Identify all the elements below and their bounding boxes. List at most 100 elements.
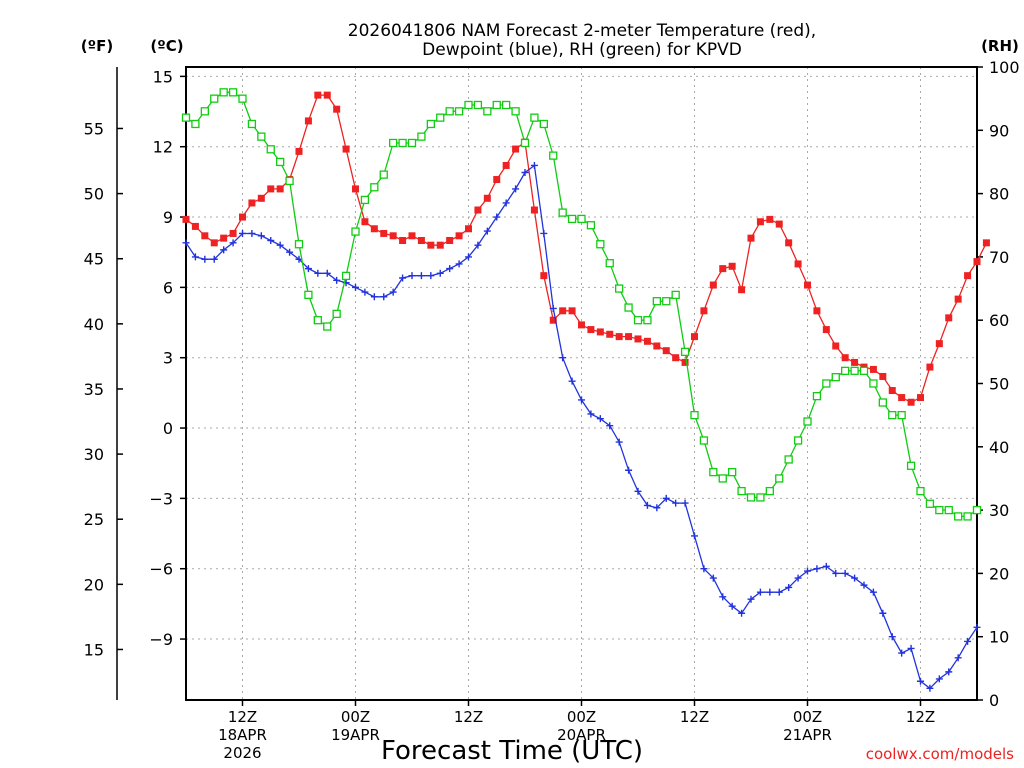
rh-point [775, 474, 784, 483]
fahrenheit-tick-label: 25 [84, 510, 104, 529]
temperature-point [832, 342, 840, 350]
dewpoint-point [220, 246, 228, 254]
dewpoint-point [898, 649, 906, 657]
temperature-point [615, 333, 623, 341]
temperature-point [653, 342, 661, 350]
temperature-point [248, 199, 256, 207]
rh-point [897, 410, 906, 420]
rh-point [963, 512, 972, 521]
temperature-point [276, 185, 284, 193]
temperature-point [408, 232, 416, 240]
dewpoint-point [474, 241, 482, 249]
celsius-tick-label: 3 [163, 349, 173, 368]
rh-point [709, 467, 718, 477]
rh-unit-label: (RH) [981, 37, 1019, 55]
rh-point [520, 138, 530, 148]
dewpoint-point [709, 574, 717, 582]
temperature-point [662, 347, 670, 355]
credit-label: coolwx.com/models [866, 745, 1014, 763]
rh-point [266, 145, 275, 154]
dewpoint-point [210, 255, 218, 263]
rh-point [954, 512, 963, 521]
rh-tick-label: 80 [989, 185, 1009, 204]
temperature-point [474, 206, 482, 214]
temperature-point [672, 354, 680, 362]
temperature-point [869, 365, 877, 373]
dewpoint-point [455, 260, 463, 268]
rh-series [181, 88, 982, 521]
rh-point [662, 297, 671, 306]
rh-point [454, 107, 464, 116]
dewpoint-point [191, 253, 199, 261]
fahrenheit-unit-label: (ºF) [81, 37, 113, 55]
rh-point [398, 138, 407, 148]
rh-point [285, 176, 294, 186]
rh-point [596, 240, 605, 249]
temperature-point [898, 394, 906, 402]
dewpoint-point [408, 272, 416, 280]
temperature-point [323, 91, 331, 99]
rh-point [370, 183, 379, 192]
temperature-point [973, 258, 981, 266]
dewpoint-point [606, 422, 614, 430]
plot-frame [185, 66, 978, 701]
rh-point [473, 100, 483, 110]
rh-point [567, 214, 577, 224]
rh-point [878, 398, 887, 407]
rh-point [831, 373, 840, 382]
rh-point [219, 88, 228, 97]
rh-tick-label: 70 [989, 248, 1009, 267]
dewpoint-point [945, 668, 953, 676]
celsius-tick-label: −6 [149, 560, 173, 579]
rh-point [191, 119, 200, 129]
temperature-point [370, 225, 378, 233]
celsius-unit-label: (ºC) [150, 37, 183, 55]
chart-title-line1: 2026041806 NAM Forecast 2-meter Temperat… [348, 21, 816, 41]
rh-point [916, 486, 925, 496]
temperature-point [220, 234, 228, 242]
temperature-point [964, 272, 972, 280]
rh-point [389, 138, 398, 148]
rh-point [793, 436, 803, 445]
dewpoint-point [738, 609, 746, 617]
rh-point [445, 107, 454, 116]
rh-point [502, 100, 511, 110]
temperature-point [775, 220, 783, 228]
rh-point [483, 107, 492, 116]
x-tick-label: 12Z [906, 708, 935, 726]
rh-point [247, 119, 257, 129]
rh-tick-label: 60 [989, 311, 1009, 330]
temperature-point [493, 176, 501, 184]
temperature-point [549, 316, 557, 324]
temperature-point [907, 398, 915, 406]
temperature-point [738, 286, 746, 294]
dewpoint-point [964, 637, 972, 645]
temperature-point [455, 232, 463, 240]
dewpoint-point [540, 229, 548, 237]
dewpoint-point [935, 675, 943, 683]
dewpoint-point [888, 633, 896, 641]
rh-point [746, 493, 756, 502]
rh-point [530, 113, 539, 122]
celsius-tick-label: 0 [163, 419, 173, 438]
rh-point [341, 271, 351, 281]
rh-point [313, 316, 322, 325]
dewpoint-point [201, 255, 209, 263]
temperature-point [822, 326, 830, 334]
dewpoint-point [775, 588, 783, 596]
rh-point [925, 499, 935, 508]
temperature-point [851, 358, 859, 366]
temperature-point [361, 218, 369, 226]
temperature-point [747, 234, 755, 242]
celsius-tick-label: 9 [163, 208, 173, 227]
rh-tick-label: 0 [989, 691, 999, 710]
dewpoint-point [559, 354, 567, 362]
rh-point [935, 505, 944, 515]
temperature-point [389, 232, 397, 240]
fahrenheit-tick-label: 15 [84, 640, 104, 659]
temperature-series [182, 91, 990, 406]
dewpoint-point [917, 677, 924, 685]
rh-point [869, 379, 878, 388]
celsius-tick-label: 15 [153, 67, 173, 86]
dewpoint-point [578, 396, 585, 404]
